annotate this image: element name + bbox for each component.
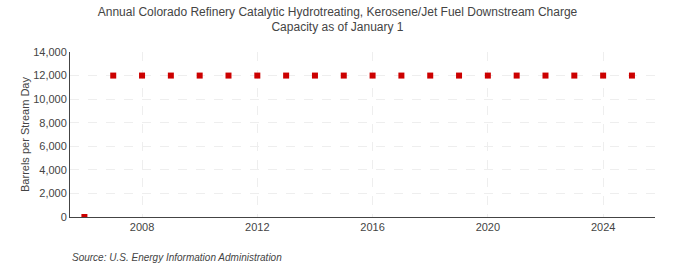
svg-text:2024: 2024 xyxy=(591,221,615,233)
svg-text:14,000: 14,000 xyxy=(33,46,67,58)
svg-text:12,000: 12,000 xyxy=(33,69,67,81)
svg-text:4,000: 4,000 xyxy=(39,164,67,176)
svg-text:2008: 2008 xyxy=(130,221,154,233)
svg-text:2012: 2012 xyxy=(245,221,269,233)
svg-text:2020: 2020 xyxy=(476,221,500,233)
svg-text:2,000: 2,000 xyxy=(39,187,67,199)
svg-text:0: 0 xyxy=(61,211,67,223)
svg-text:Source: U.S. Energy Informatio: Source: U.S. Energy Information Administ… xyxy=(72,252,282,263)
svg-text:10,000: 10,000 xyxy=(33,93,67,105)
svg-text:2016: 2016 xyxy=(360,221,384,233)
svg-text:8,000: 8,000 xyxy=(39,117,67,129)
svg-text:Annual Colorado Refinery Catal: Annual Colorado Refinery Catalytic Hydro… xyxy=(98,5,578,35)
svg-text:6,000: 6,000 xyxy=(39,140,67,152)
svg-text:Barrels per Stream Day: Barrels per Stream Day xyxy=(19,77,31,192)
